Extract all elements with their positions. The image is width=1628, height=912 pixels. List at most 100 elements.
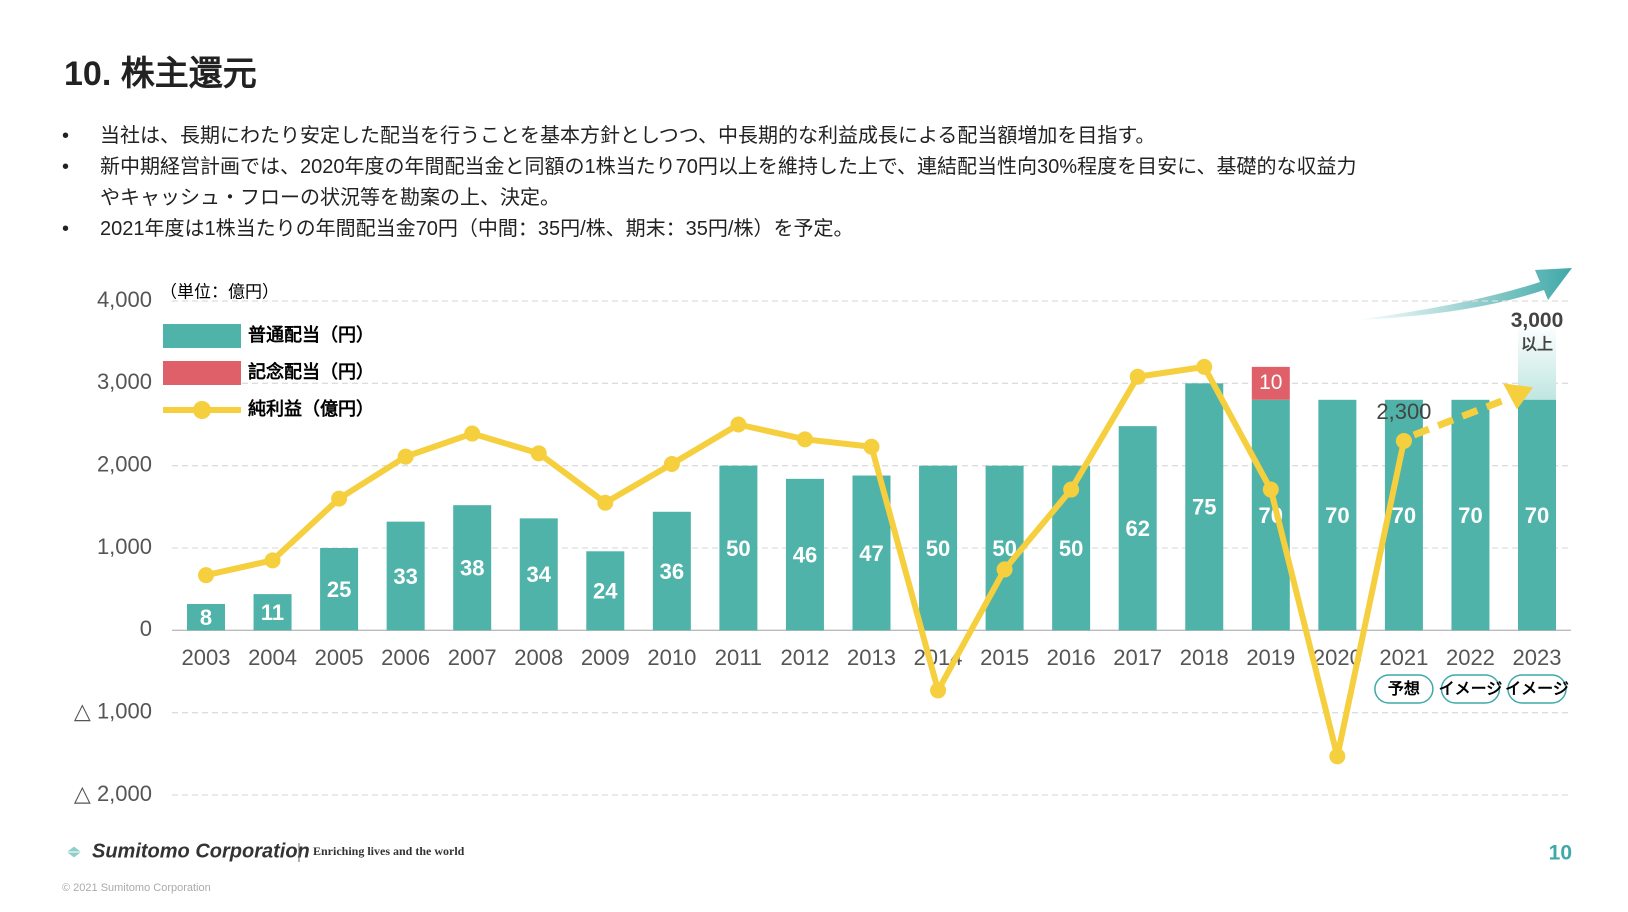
badge-label: イメージ: [1505, 681, 1569, 698]
x-tick-label: 2009: [581, 645, 630, 670]
x-tick-label: 2004: [248, 645, 297, 670]
bar: [586, 551, 625, 631]
bar-label: 34: [527, 562, 552, 587]
slide-title: 10. 株主還元: [64, 55, 257, 93]
line-point: [1262, 481, 1279, 498]
bar-label: 38: [460, 556, 484, 581]
bar: [1251, 399, 1290, 631]
target-note: 以上: [1521, 336, 1553, 354]
legend-swatch: [193, 401, 211, 419]
y-tick-label: 4,000: [97, 287, 152, 312]
line-point: [730, 416, 747, 433]
line-point: [1395, 432, 1412, 449]
target-arrow: [1412, 391, 1521, 439]
legend-label: 純利益（億円）: [248, 398, 374, 419]
bar-label: 47: [859, 541, 883, 566]
x-tick-label: 2016: [1047, 645, 1096, 670]
bar-label: 62: [1125, 516, 1149, 541]
bar: [519, 518, 558, 631]
page-number: 10: [1549, 842, 1572, 865]
bullet: • 2021年度は1株当たりの年間配当金70円（中間：35円/株、期末：35円/株…: [62, 218, 854, 240]
x-tick-label: 2017: [1113, 645, 1162, 670]
x-tick-label: 2013: [847, 645, 896, 670]
bar-label: 50: [726, 536, 750, 561]
unit-label: （単位：億円）: [160, 282, 279, 301]
bar: [985, 465, 1024, 631]
badge-label: イメージ: [1439, 681, 1503, 698]
x-tick-label: 2018: [1180, 645, 1229, 670]
x-tick-label: 2022: [1446, 645, 1495, 670]
line-point: [1196, 358, 1213, 375]
bullet: • 当社は、長期にわたり安定した配当を行うことを基本方針としつつ、中長期的な利益成…: [62, 125, 1156, 147]
bar: [1451, 399, 1490, 631]
badge: [1440, 674, 1501, 704]
bar-label: 11: [261, 600, 284, 625]
bar: [1318, 399, 1357, 631]
bar-label: 70: [1525, 503, 1549, 528]
y-tick-label: 2,000: [97, 451, 152, 476]
bar-label: 70: [1458, 503, 1482, 528]
line-point: [930, 682, 947, 699]
x-tick-label: 2007: [448, 645, 497, 670]
x-tick-label: 2021: [1379, 645, 1428, 670]
bar-label: 10: [1259, 371, 1282, 394]
line-point: [1329, 748, 1346, 765]
target-arrow-head: [1503, 383, 1533, 410]
line-point: [331, 490, 348, 507]
y-tick-label: 0: [140, 616, 152, 641]
badge: [1507, 674, 1567, 704]
logo-icon: [65, 845, 83, 859]
line-point: [530, 445, 547, 462]
line-point: [996, 561, 1013, 578]
bar: [719, 465, 758, 631]
legend-label: 記念配当（円）: [248, 361, 374, 382]
x-tick-label: 2023: [1513, 645, 1562, 670]
line-point: [663, 456, 680, 473]
bar-label: 8: [200, 605, 212, 630]
bar: [187, 603, 225, 631]
x-tick-label: 2015: [980, 645, 1029, 670]
line-point: [264, 552, 281, 569]
copyright: © 2021 Sumitomo Corporation: [62, 882, 211, 894]
bar-label: 24: [593, 579, 618, 604]
line-point: [198, 567, 214, 584]
bar-label: 70: [1392, 503, 1416, 528]
bar: [1518, 399, 1556, 631]
target-label: 3,000: [1511, 309, 1564, 332]
y-tick-label: △ 2,000: [74, 781, 152, 806]
x-tick-label: 2019: [1246, 645, 1295, 670]
bullet: • 新中期経営計画では、2020年度の年間配当金と同額の1株当たり70円以上を維持…: [62, 156, 1357, 209]
line-point: [397, 448, 414, 465]
bar: [1185, 383, 1224, 631]
line-point: [464, 425, 481, 442]
bar: [785, 478, 824, 631]
line-point: [1063, 481, 1080, 498]
bar-label: 75: [1192, 495, 1216, 520]
line-point: [796, 431, 813, 448]
growth-arrow: [1355, 268, 1572, 320]
x-tick-label: 2005: [315, 645, 364, 670]
bar-label: 50: [926, 536, 950, 561]
brand: Sumitomo Corporation: [92, 840, 310, 862]
bar: [652, 511, 691, 631]
bar-label: 36: [660, 559, 684, 584]
legend-label: 普通配当（円）: [248, 324, 374, 345]
line-point: [1129, 368, 1146, 385]
bar-label: 25: [327, 577, 351, 602]
bar-label: 33: [393, 564, 417, 589]
line-point: [597, 494, 614, 511]
legend-swatch: [163, 361, 241, 385]
bar-label: 50: [1059, 536, 1083, 561]
bar: [453, 505, 492, 631]
badge-label: 予想: [1388, 679, 1420, 698]
y-tick-label: 3,000: [97, 369, 152, 394]
x-tick-label: 2011: [715, 645, 762, 670]
line-label: 2,300: [1376, 399, 1431, 424]
x-tick-label: 2006: [381, 645, 430, 670]
bar: [386, 521, 425, 631]
x-tick-label: 2012: [780, 645, 829, 670]
badge: [1374, 674, 1434, 704]
bar-label: 46: [793, 542, 817, 567]
